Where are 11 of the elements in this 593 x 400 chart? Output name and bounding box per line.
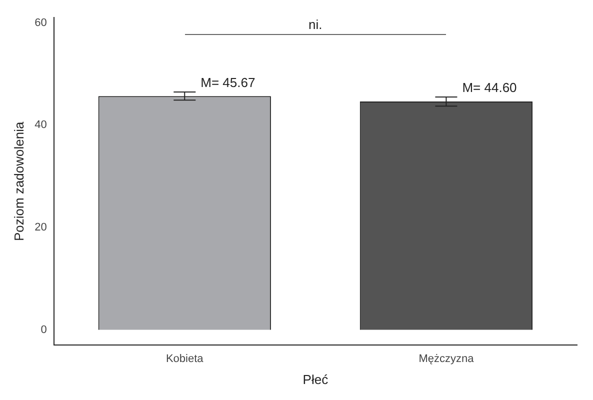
y-tick-label: 20 [34,222,47,234]
y-tick-label: 60 [34,16,47,29]
y-axis-title: Poziom zadowolenia [11,121,26,242]
data-label: M= 45.67 [200,75,256,90]
data-label: M= 44.60 [462,80,517,96]
x-axis-title: Płeć [302,372,329,387]
x-tick-label: Kobieta [166,352,204,365]
y-tick-label: 0 [40,324,47,336]
x-tick-label: Mężczyzna [418,352,475,365]
y-tick-label: 40 [34,119,47,132]
annotation: ni. [308,16,322,32]
